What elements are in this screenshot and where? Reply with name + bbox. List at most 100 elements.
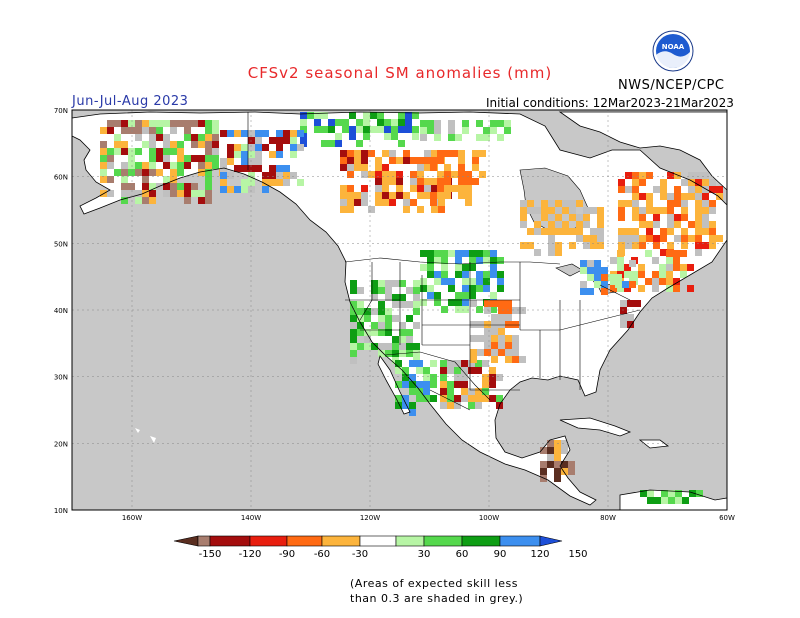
- anomaly-cell: [695, 242, 702, 249]
- anomaly-cell: [576, 228, 583, 235]
- anomaly-cell: [505, 335, 512, 342]
- anomaly-cell: [440, 388, 447, 395]
- anomaly-cell: [554, 468, 561, 475]
- anomaly-cell: [354, 199, 361, 206]
- anomaly-cell: [363, 126, 370, 133]
- anomaly-cell: [561, 468, 568, 475]
- anomaly-cell: [364, 315, 371, 322]
- anomaly-cell: [629, 281, 636, 288]
- anomaly-cell: [198, 197, 205, 204]
- anomaly-cell: [385, 287, 392, 294]
- anomaly-cell: [568, 468, 575, 475]
- anomaly-cell: [357, 322, 364, 329]
- anomaly-cell: [142, 141, 149, 148]
- anomaly-cell: [424, 178, 431, 185]
- longitude-label: 100W: [479, 514, 499, 522]
- anomaly-cell: [114, 169, 121, 176]
- anomaly-cell: [625, 242, 632, 249]
- anomaly-cell: [184, 162, 191, 169]
- anomaly-cell: [405, 119, 412, 126]
- anomaly-cell: [646, 207, 653, 214]
- anomaly-cell: [468, 360, 475, 367]
- anomaly-cell: [468, 402, 475, 409]
- anomaly-cell: [437, 192, 444, 199]
- anomaly-cell: [392, 336, 399, 343]
- anomaly-cell: [673, 285, 680, 292]
- anomaly-cell: [430, 199, 437, 206]
- anomaly-cell: [177, 162, 184, 169]
- anomaly-cell: [100, 127, 107, 134]
- anomaly-cell: [681, 207, 688, 214]
- anomaly-cell: [455, 271, 462, 278]
- anomaly-cell: [646, 221, 653, 228]
- anomaly-cell: [100, 169, 107, 176]
- anomaly-cell: [462, 278, 469, 285]
- anomaly-cell: [689, 490, 696, 497]
- anomaly-cell: [555, 221, 562, 228]
- anomaly-cell: [438, 206, 445, 213]
- anomaly-cell: [469, 278, 476, 285]
- anomaly-cell: [413, 280, 420, 287]
- colorbar-tick-label: 120: [530, 549, 549, 560]
- anomaly-cell: [627, 300, 634, 307]
- anomaly-cell: [420, 127, 427, 134]
- anomaly-cell: [170, 162, 177, 169]
- anomaly-cell: [695, 249, 702, 256]
- anomaly-cell: [625, 172, 632, 179]
- colorbar-tick-label: 60: [456, 549, 469, 560]
- anomaly-cell: [639, 242, 646, 249]
- anomaly-cell: [482, 360, 489, 367]
- anomaly-cell: [378, 301, 385, 308]
- anomaly-cell: [205, 162, 212, 169]
- anomaly-cell: [413, 287, 420, 294]
- anomaly-cell: [255, 144, 262, 151]
- anomaly-cell: [340, 206, 347, 213]
- anomaly-cell: [666, 285, 673, 292]
- anomaly-cell: [576, 214, 583, 221]
- anomaly-cell: [484, 328, 491, 335]
- anomaly-cell: [375, 199, 382, 206]
- colorbar-segment: [499, 535, 541, 547]
- anomaly-cell: [716, 186, 723, 193]
- anomaly-cell: [342, 126, 349, 133]
- anomaly-cell: [447, 367, 454, 374]
- anomaly-cell: [610, 285, 617, 292]
- anomaly-cell: [483, 278, 490, 285]
- anomaly-cell: [688, 186, 695, 193]
- anomaly-cell: [484, 335, 491, 342]
- anomaly-cell: [615, 281, 622, 288]
- anomaly-cell: [680, 250, 687, 257]
- anomaly-cell: [420, 285, 427, 292]
- anomaly-cell: [283, 165, 290, 172]
- anomaly-cell: [540, 475, 547, 482]
- anomaly-cell: [385, 315, 392, 322]
- anomaly-cell: [597, 221, 604, 228]
- anomaly-cell: [396, 171, 403, 178]
- anomaly-cell: [361, 199, 368, 206]
- anomaly-cell: [135, 162, 142, 169]
- anomaly-cell: [660, 193, 667, 200]
- anomaly-cell: [695, 172, 702, 179]
- anomaly-cell: [417, 171, 424, 178]
- anomaly-cell: [458, 171, 465, 178]
- anomaly-cell: [666, 264, 673, 271]
- anomaly-cell: [269, 179, 276, 186]
- anomaly-cell: [356, 119, 363, 126]
- anomaly-cell: [241, 144, 248, 151]
- anomaly-cell: [465, 185, 472, 192]
- anomaly-cell: [300, 119, 307, 126]
- anomaly-cell: [468, 395, 475, 402]
- anomaly-cell: [667, 242, 674, 249]
- anomaly-cell: [448, 120, 455, 127]
- anomaly-cell: [335, 133, 342, 140]
- anomaly-cell: [220, 165, 227, 172]
- latitude-label: 50N: [54, 240, 68, 248]
- anomaly-cell: [668, 490, 675, 497]
- anomaly-cell: [248, 179, 255, 186]
- anomaly-cell: [455, 306, 462, 313]
- anomaly-cell: [490, 127, 497, 134]
- anomaly-cell: [695, 179, 702, 186]
- anomaly-cell: [660, 207, 667, 214]
- anomaly-cell: [709, 228, 716, 235]
- anomaly-cell: [170, 190, 177, 197]
